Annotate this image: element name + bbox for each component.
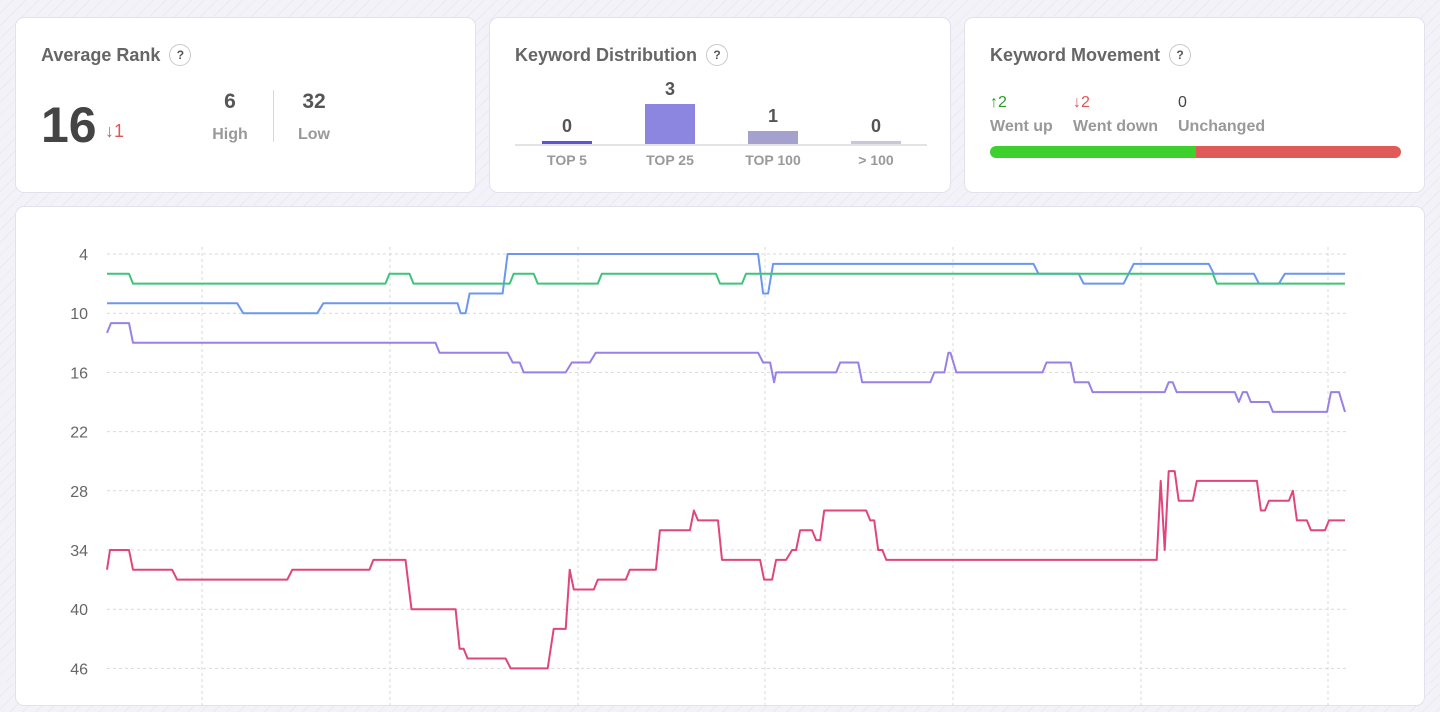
low-value: 32 bbox=[302, 90, 326, 113]
went-up-stat: ↑2 Went up bbox=[990, 94, 1053, 136]
keyword-distribution-card: Keyword Distribution ? 0 TOP 5 3 TOP 25 1 TOP… bbox=[489, 17, 951, 193]
distribution-column: 1 TOP 100 bbox=[728, 18, 818, 194]
average-rank-title: Average Rank bbox=[41, 44, 161, 65]
average-rank-card: Average Rank ? 16 ↓1 6 High 32 Low bbox=[15, 17, 476, 193]
y-tick-label: 40 bbox=[70, 602, 88, 619]
series-line-1[interactable] bbox=[107, 253, 1345, 315]
distribution-bar bbox=[645, 104, 695, 144]
y-tick-label: 34 bbox=[70, 543, 88, 560]
distribution-count: 3 bbox=[664, 79, 675, 99]
help-icon[interactable]: ? bbox=[706, 44, 729, 66]
distribution-axis bbox=[515, 144, 927, 146]
went-down-stat: ↓2 Went down bbox=[1073, 94, 1158, 136]
keyword-distribution-title-row: Keyword Distribution ? bbox=[515, 44, 729, 66]
distribution-bar bbox=[851, 141, 901, 144]
y-tick-label: 10 bbox=[70, 306, 88, 323]
y-tick-label: 28 bbox=[70, 484, 88, 501]
high-stat: 6 High bbox=[195, 90, 265, 144]
distribution-bar bbox=[542, 141, 592, 144]
distribution-label: TOP 25 bbox=[646, 152, 694, 168]
movement-down-segment bbox=[1195, 146, 1401, 158]
rank-history-chart: 4 10 16 22 28 34 40 46 bbox=[70, 247, 1346, 707]
help-icon[interactable]: ? bbox=[1169, 44, 1192, 66]
low-stat: 32 Low bbox=[279, 90, 349, 144]
keyword-distribution-title: Keyword Distribution bbox=[515, 44, 698, 65]
keyword-movement-card: Keyword Movement ? ↑2 Went up ↓2 Went do… bbox=[964, 17, 1425, 193]
average-rank-title-row: Average Rank ? bbox=[41, 44, 192, 66]
movement-progress-bar bbox=[990, 146, 1401, 158]
y-tick-label: 46 bbox=[70, 661, 88, 678]
movement-up-segment bbox=[990, 146, 1196, 158]
y-tick-label: 16 bbox=[70, 365, 88, 382]
rank-history-chart-card: 4 10 16 22 28 34 40 46 bbox=[15, 206, 1425, 707]
distribution-count: 1 bbox=[767, 106, 778, 126]
average-rank-value: 16 bbox=[41, 97, 97, 153]
distribution-label: > 100 bbox=[858, 152, 894, 168]
went-down-label: Went down bbox=[1073, 118, 1159, 135]
stat-divider bbox=[273, 90, 274, 142]
went-down-value: ↓2 bbox=[1073, 94, 1090, 111]
distribution-count: 0 bbox=[561, 116, 572, 136]
rank-change: ↓1 bbox=[105, 121, 125, 141]
went-up-label: Went up bbox=[990, 118, 1053, 135]
keyword-movement-title-row: Keyword Movement ? bbox=[990, 44, 1192, 66]
distribution-column: 0 TOP 5 bbox=[522, 18, 612, 194]
keyword-movement-title: Keyword Movement bbox=[990, 44, 1161, 65]
y-tick-label: 22 bbox=[70, 425, 88, 442]
went-up-value: ↑2 bbox=[990, 94, 1007, 111]
distribution-label: TOP 5 bbox=[547, 152, 587, 168]
distribution-bar bbox=[748, 131, 798, 144]
series-line-3[interactable] bbox=[106, 322, 1346, 413]
distribution-label: TOP 100 bbox=[745, 152, 801, 168]
series-line-2[interactable] bbox=[107, 272, 1345, 285]
high-value: 6 bbox=[224, 90, 236, 113]
unchanged-label: Unchanged bbox=[1178, 118, 1266, 135]
high-label: High bbox=[212, 126, 248, 143]
help-icon[interactable]: ? bbox=[169, 44, 192, 66]
distribution-column: 0 > 100 bbox=[831, 18, 921, 194]
unchanged-value: 0 bbox=[1178, 94, 1187, 111]
distribution-column: 3 TOP 25 bbox=[625, 18, 715, 194]
low-label: Low bbox=[298, 126, 330, 143]
unchanged-stat: 0 Unchanged bbox=[1178, 94, 1265, 136]
series-line-4[interactable] bbox=[106, 470, 1345, 670]
distribution-count: 0 bbox=[870, 116, 881, 136]
y-tick-label: 4 bbox=[79, 247, 88, 264]
